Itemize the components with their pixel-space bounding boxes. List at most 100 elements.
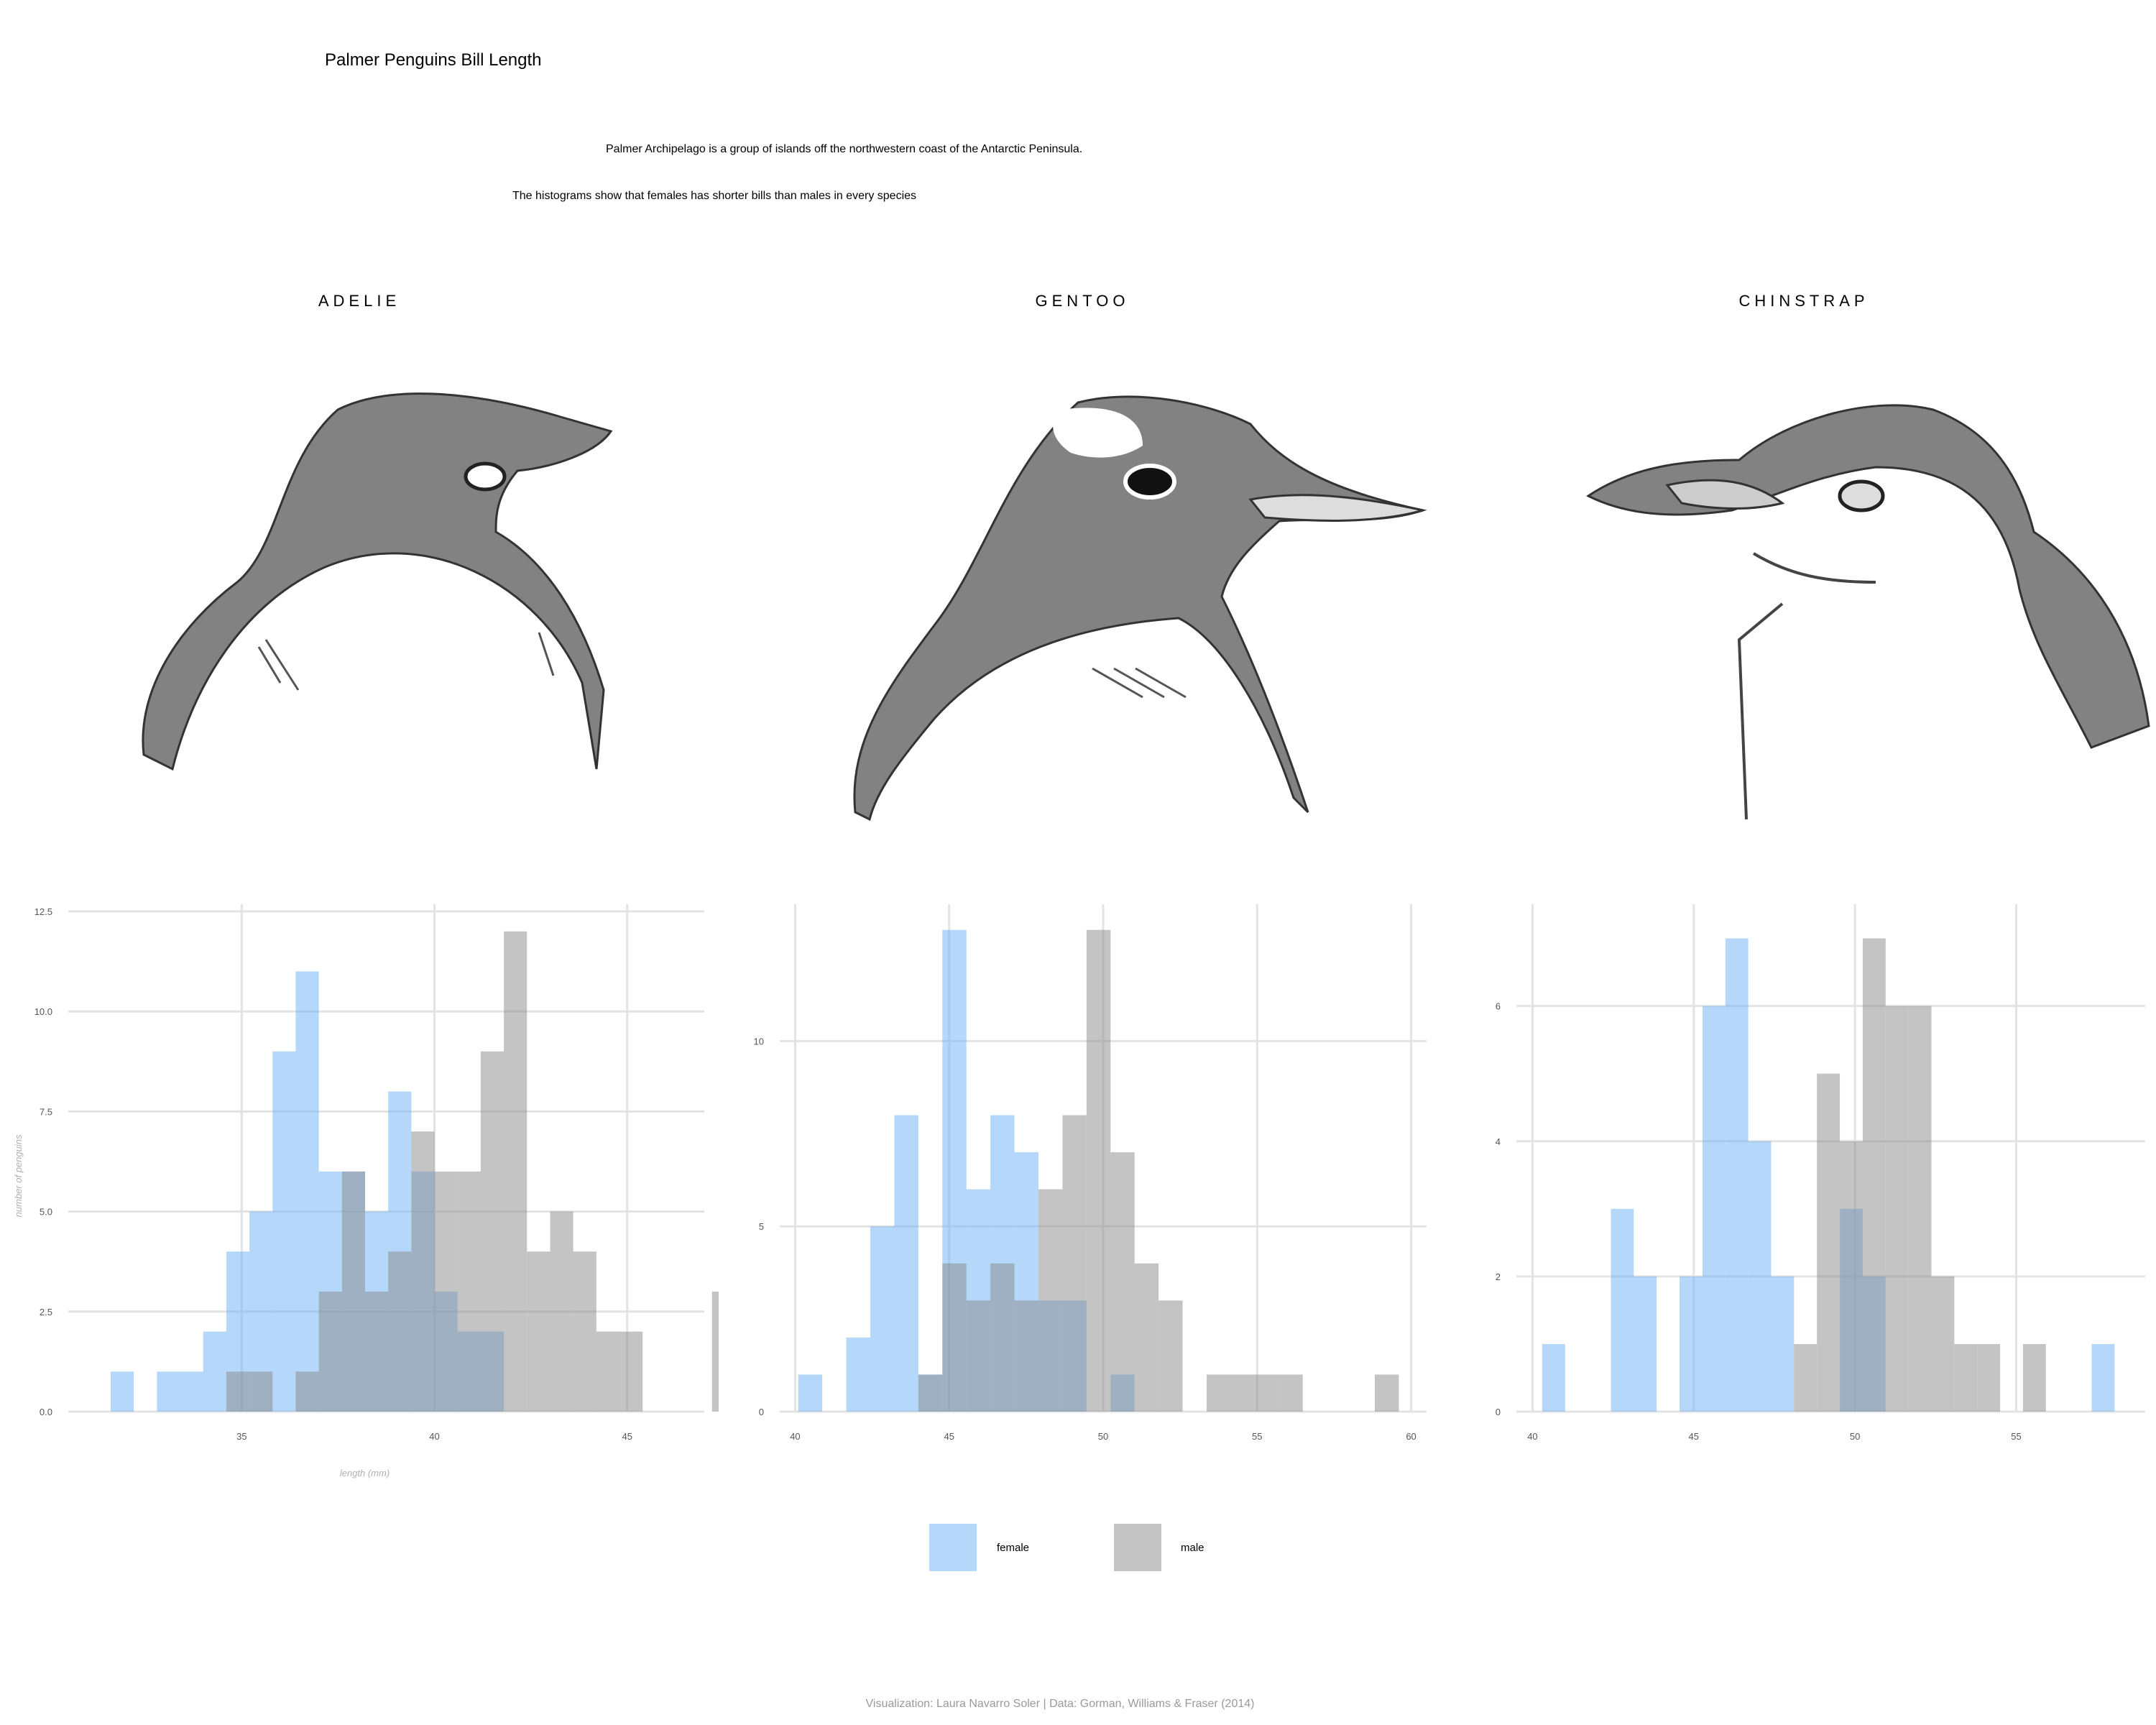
y-tick-label: 7.5 [40, 1106, 52, 1117]
female-bar [2091, 1343, 2115, 1412]
male-bar [1840, 1141, 1863, 1412]
gentoo-head-sketch [853, 395, 1427, 822]
y-tick-label: 5 [759, 1221, 764, 1232]
male-bar [1977, 1343, 2001, 1412]
female-bar [846, 1337, 870, 1412]
legend-female-key [929, 1524, 977, 1571]
x-tick-label: 40 [790, 1431, 800, 1442]
x-tick-label: 55 [1252, 1431, 1262, 1442]
x-tick-label: 40 [1527, 1431, 1537, 1442]
y-tick-label: 0 [1496, 1407, 1501, 1417]
male-bar [1885, 1006, 1909, 1412]
male-bar [1908, 1006, 1932, 1412]
y-tick-label: 4 [1496, 1136, 1501, 1147]
male-bar [1230, 1374, 1255, 1412]
source-caption: Visualization: Laura Navarro Soler | Dat… [865, 1698, 1255, 1710]
female-bar [1771, 1276, 1795, 1412]
male-bar [434, 1171, 458, 1412]
y-tick-label: 5.0 [40, 1207, 52, 1218]
chinstrap-head-sketch [1586, 404, 2150, 820]
male-bar [2022, 1343, 2046, 1412]
female-bar [894, 1115, 918, 1412]
y-tick-label: 10.0 [34, 1006, 52, 1017]
male-bar [365, 1291, 389, 1412]
male-bar [457, 1171, 481, 1412]
female-bar [111, 1371, 134, 1412]
female-bar [1680, 1276, 1703, 1412]
male-bar [504, 931, 528, 1412]
male-bar [990, 1263, 1015, 1412]
male-bar [1954, 1343, 1978, 1412]
y-axis-label: number of penguins [13, 1134, 24, 1217]
male-bar [711, 1291, 719, 1412]
x-tick-label: 40 [429, 1431, 439, 1442]
male-bar [1134, 1263, 1159, 1412]
male-bar [1817, 1073, 1841, 1412]
female-bar [798, 1374, 823, 1412]
male-bar [527, 1251, 550, 1412]
x-tick-label: 55 [2011, 1431, 2021, 1442]
male-bar [942, 1263, 967, 1412]
adelie-bill-length-histogram: 0.0 2.5 5.0 7.5 10.0 12.5 35 40 45 length (mm) num… [13, 904, 719, 1478]
male-bar [1158, 1300, 1183, 1412]
male-bar [295, 1371, 319, 1412]
y-tick-label: 6 [1496, 1001, 1501, 1012]
y-tick-label: 10 [754, 1036, 764, 1046]
gentoo-bill-length-histogram: 0 5 10 40 45 50 55 60 [754, 904, 1427, 1442]
female-bar [1634, 1276, 1657, 1412]
male-bar [1279, 1374, 1303, 1412]
male-bar [1086, 929, 1111, 1412]
male-bar [1038, 1189, 1063, 1412]
female-bar [157, 1371, 180, 1412]
male-bar [1375, 1374, 1399, 1412]
chinstrap-bill-length-histogram: 0 2 4 6 40 45 50 55 [1496, 904, 2145, 1442]
species-label-gentoo: GENTOO [1035, 292, 1130, 310]
page-title: Palmer Penguins Bill Length [325, 50, 542, 70]
x-tick-label: 60 [1406, 1431, 1416, 1442]
male-bar [249, 1371, 273, 1412]
female-bar [1542, 1343, 1565, 1412]
x-axis-label: length (mm) [340, 1468, 390, 1478]
female-bar [295, 971, 319, 1412]
x-tick-label: 50 [1850, 1431, 1860, 1442]
female-bar [1748, 1141, 1772, 1412]
x-tick-label: 35 [236, 1431, 247, 1442]
female-bar [180, 1371, 203, 1412]
male-bar [1862, 938, 1886, 1412]
male-bar [1014, 1300, 1038, 1412]
x-tick-label: 45 [622, 1431, 632, 1442]
male-bar [388, 1251, 412, 1412]
legend-male-key [1114, 1524, 1161, 1571]
legend-female-label: female [997, 1542, 1030, 1554]
female-bar [203, 1331, 226, 1412]
male-bar [341, 1171, 365, 1412]
male-bar [918, 1374, 943, 1412]
female-bar [1702, 1006, 1726, 1412]
male-bar [1062, 1115, 1087, 1412]
species-label-adelie: ADELIE [318, 292, 401, 310]
y-tick-label: 2 [1496, 1271, 1501, 1282]
male-bar [550, 1211, 573, 1412]
male-bar [596, 1331, 619, 1412]
male-bar [480, 1051, 505, 1412]
x-tick-label: 45 [944, 1431, 954, 1442]
male-bar [619, 1331, 643, 1412]
adelie-head-sketch [142, 392, 613, 771]
male-bar [411, 1131, 435, 1412]
female-bar [1725, 938, 1749, 1412]
male-bar [226, 1371, 250, 1412]
male-bar [318, 1291, 342, 1412]
y-tick-label: 0 [759, 1407, 764, 1417]
subtitle-histograms: The histograms show that females has sho… [512, 190, 917, 202]
female-bar [1611, 1208, 1634, 1412]
male-bar [1794, 1343, 1818, 1412]
female-bar [870, 1226, 895, 1412]
male-bar [1207, 1374, 1231, 1412]
y-tick-label: 2.5 [40, 1307, 52, 1317]
species-label-chinstrap: CHINSTRAP [1738, 292, 1869, 310]
y-tick-label: 0.0 [40, 1407, 52, 1417]
male-bar [1110, 1152, 1135, 1412]
legend-male-label: male [1181, 1542, 1204, 1554]
male-bar [1254, 1374, 1279, 1412]
male-bar [966, 1300, 991, 1412]
